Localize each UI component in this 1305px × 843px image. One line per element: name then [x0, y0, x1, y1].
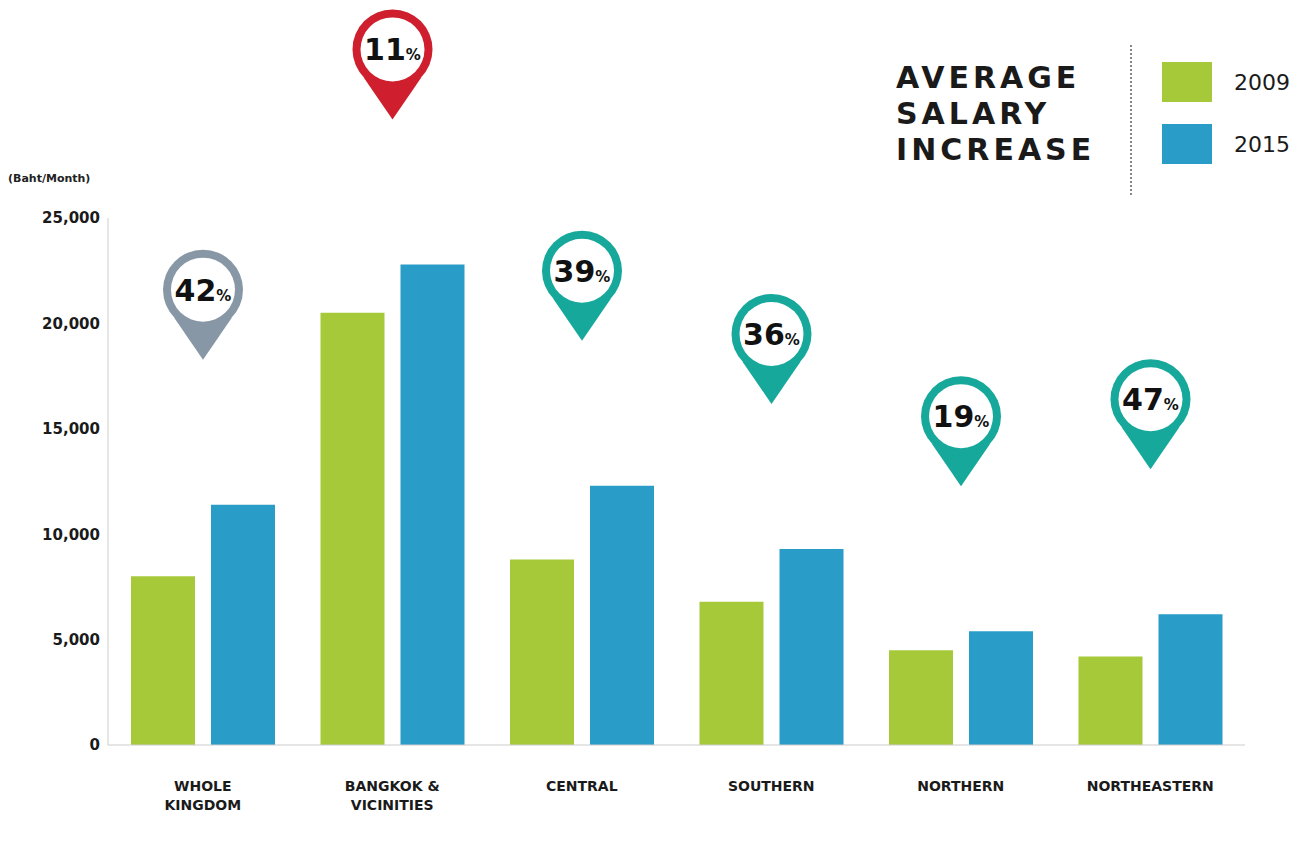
html-text:AVERAGE: AVERAGE — [896, 60, 1081, 95]
svg-text:5,000: 5,000 — [53, 631, 100, 649]
svg-text:19%: 19% — [933, 399, 990, 434]
svg-text:NORTHERN: NORTHERN — [917, 778, 1004, 794]
svg-text:WHOLEKINGDOM: WHOLEKINGDOM — [164, 778, 241, 813]
svg-text:0: 0 — [90, 736, 100, 754]
svg-text:39%: 39% — [554, 254, 611, 289]
svg-text:15,000: 15,000 — [42, 420, 100, 438]
svg-text:42%: 42% — [175, 273, 232, 308]
svg-text:36%: 36% — [743, 317, 800, 352]
svg-text:10,000: 10,000 — [42, 526, 100, 544]
html-text:(Baht/Month): (Baht/Month) — [8, 172, 91, 185]
svg-text:20,000: 20,000 — [42, 315, 100, 333]
svg-text:BANGKOK &VICINITIES: BANGKOK &VICINITIES — [345, 778, 440, 813]
html-text:INCREASE: INCREASE — [896, 132, 1096, 167]
svg-text:25,000: 25,000 — [42, 209, 100, 227]
html-text:SALARY: SALARY — [896, 96, 1051, 131]
svg-text:SOUTHERN: SOUTHERN — [728, 778, 815, 794]
svg-text:NORTHEASTERN: NORTHEASTERN — [1087, 778, 1214, 794]
svg-text:47%: 47% — [1122, 382, 1179, 417]
html-text:2009: 2009 — [1234, 69, 1290, 95]
svg-text:11%: 11% — [364, 32, 421, 67]
svg-text:CENTRAL: CENTRAL — [546, 778, 618, 794]
html-text:2015: 2015 — [1234, 131, 1290, 157]
